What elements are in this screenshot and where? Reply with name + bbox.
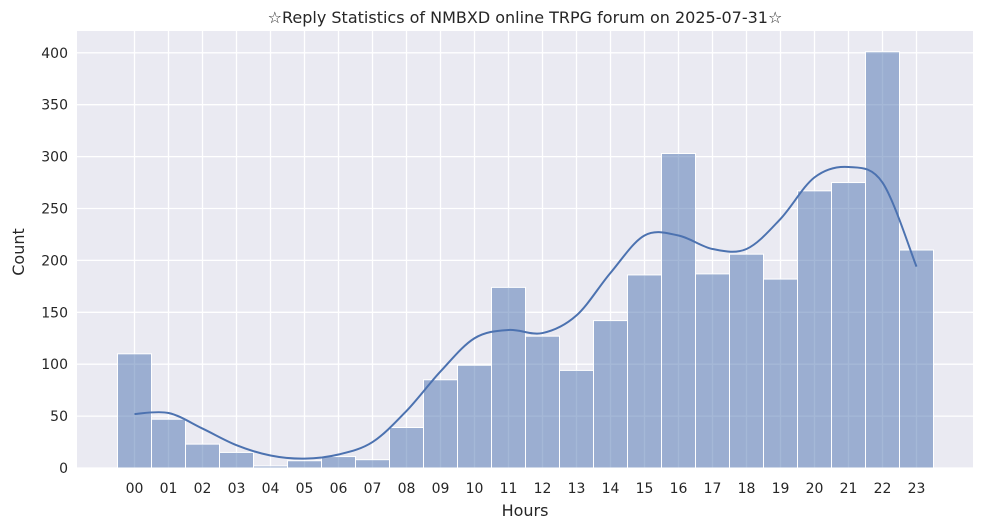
histogram-bar [355,459,390,469]
x-tick-label: 02 [194,481,212,497]
x-tick-label: 18 [738,481,756,497]
bars [117,51,934,469]
histogram-bar [559,369,594,469]
y-tick-labels: 0 50 100 150 200 250 300 350 400 [41,46,68,477]
y-tick-label: 400 [41,46,68,62]
y-tick-label: 50 [50,409,68,425]
histogram-bar [491,286,526,469]
x-tick-label: 15 [636,481,654,497]
histogram-bar [593,320,628,469]
histogram-bar [287,460,322,469]
x-tick-label: 20 [806,481,824,497]
x-tick-label: 12 [534,481,552,497]
x-tick-label: 11 [500,481,518,497]
histogram-bar [117,353,152,469]
histogram-bar [695,273,730,469]
x-tick-label: 10 [466,481,484,497]
x-tick-label: 08 [398,481,416,497]
kde-curve [134,165,918,460]
x-tick-label: 21 [840,481,858,497]
y-tick-label: 100 [41,357,68,373]
y-tick-label: 300 [41,150,68,166]
histogram-bar [389,427,424,469]
x-tick-label: 14 [602,481,620,497]
histogram-bar [763,278,798,469]
x-tick-label: 23 [908,481,926,497]
x-tick-label: 00 [126,481,144,497]
y-tick-label: 350 [41,98,68,114]
histogram-bar [525,335,560,469]
x-tick-label: 09 [432,481,450,497]
x-tick-label: 03 [228,481,246,497]
y-tick-label: 250 [41,201,68,217]
histogram-bar [253,465,288,469]
histogram-bar [185,443,220,469]
x-tick-label: 13 [568,481,586,497]
y-axis-title: Count [9,228,28,276]
y-tick-label: 150 [41,305,68,321]
x-axis-title: Hours [502,501,549,520]
histogram-bar [219,451,254,469]
x-tick-label: 01 [160,481,178,497]
histogram-bar [321,456,356,469]
histogram-bar [729,253,764,469]
histogram-bar [423,379,458,469]
chart-title: ☆Reply Statistics of NMBXD online TRPG f… [268,8,783,27]
histogram-bar [151,418,186,469]
histogram-bar [661,152,696,469]
histogram-bar [457,364,492,469]
histogram-bar [627,274,662,469]
x-tick-label: 16 [670,481,688,497]
x-tick-label: 06 [330,481,348,497]
x-tick-labels: 00 01 02 03 04 05 06 07 08 09 10 11 12 13 14 15 16 17 18 19… [126,481,926,497]
x-tick-label: 19 [772,481,790,497]
x-tick-label: 05 [296,481,314,497]
histogram-bar [899,249,934,469]
histogram-bar [797,190,832,469]
x-tick-label: 04 [262,481,280,497]
y-tick-label: 0 [59,461,68,477]
histogram-bar [831,182,866,469]
x-tick-label: 07 [364,481,382,497]
y-tick-label: 200 [41,253,68,269]
histogram-bar [865,51,900,469]
x-tick-label: 17 [704,481,722,497]
x-tick-label: 22 [874,481,892,497]
